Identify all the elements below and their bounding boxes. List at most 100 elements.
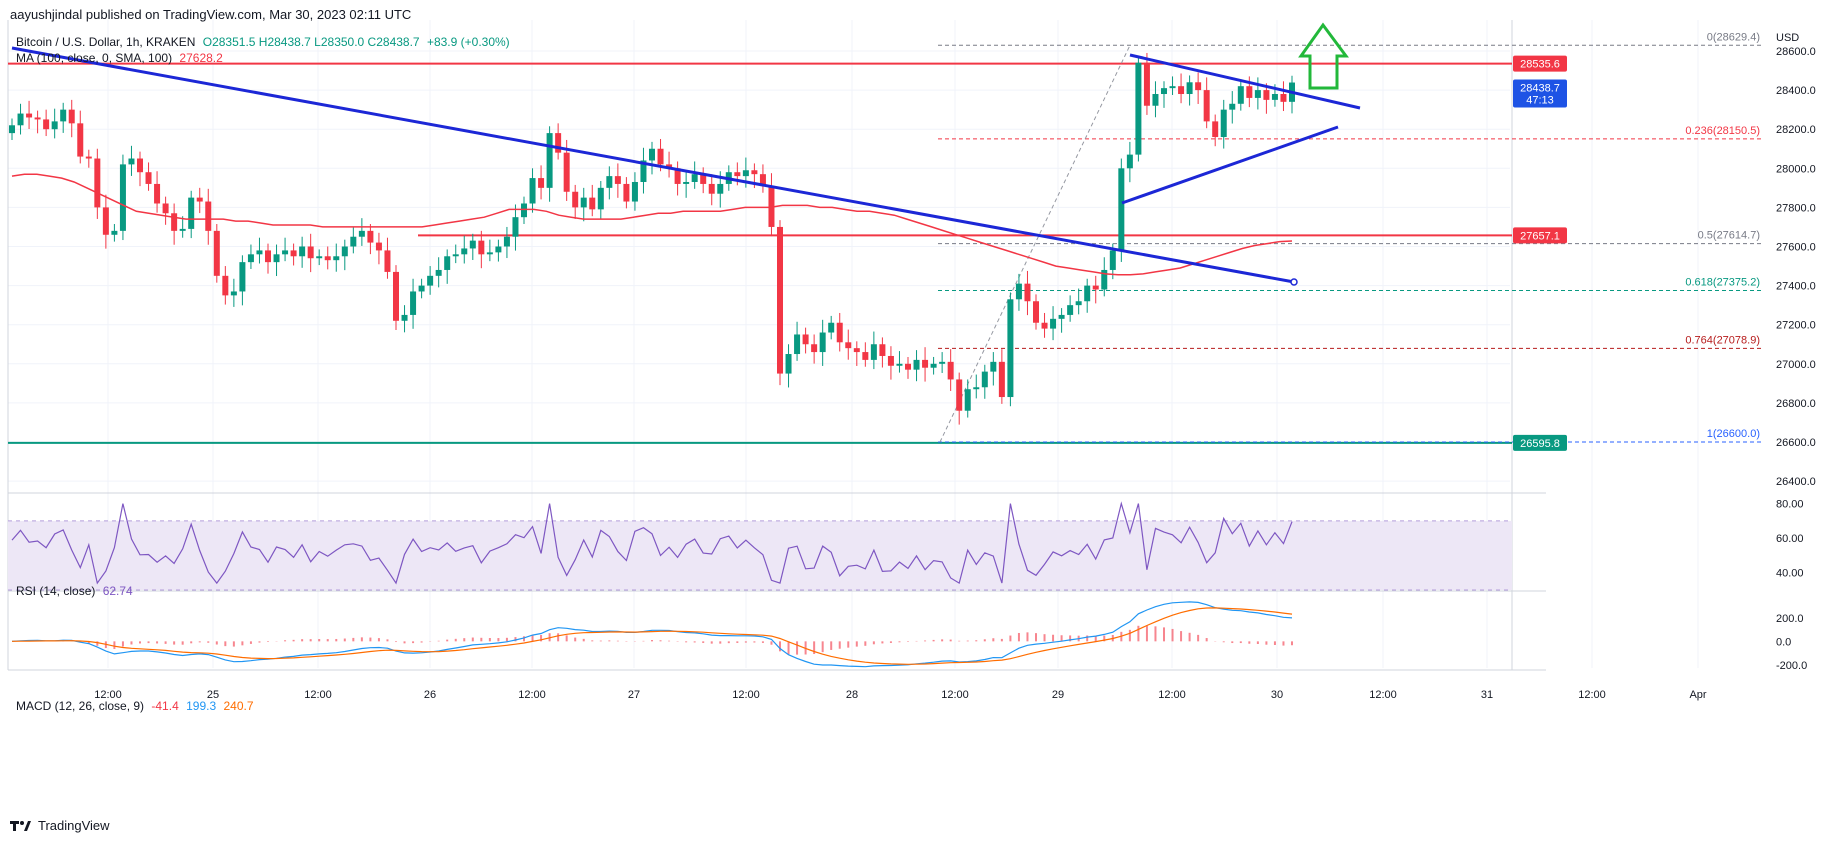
candle: [401, 305, 408, 333]
candle-body: [1067, 305, 1074, 315]
candle: [495, 239, 502, 262]
candle-body: [922, 359, 929, 368]
candle: [1178, 73, 1185, 104]
candle: [290, 243, 297, 266]
candle: [794, 321, 801, 361]
candle: [887, 346, 894, 380]
symbol-label[interactable]: Bitcoin / U.S. Dollar, 1h, KRAKEN: [16, 35, 196, 49]
candle-body: [410, 291, 417, 315]
candle: [188, 190, 195, 239]
candle-body: [947, 361, 954, 380]
candle-body: [375, 242, 382, 251]
rsi-label[interactable]: RSI (14, close): [16, 584, 96, 598]
candle: [154, 171, 161, 213]
fib-level-label: 0(28629.4): [1707, 31, 1760, 43]
candle: [683, 172, 690, 198]
candle: [1186, 75, 1193, 106]
candle-body: [1092, 285, 1099, 290]
candle: [768, 173, 775, 237]
candle-body: [222, 275, 229, 296]
candle: [546, 126, 553, 202]
candle: [828, 315, 835, 340]
fib-level-label: 0.764(27078.9): [1685, 334, 1760, 346]
candle: [1212, 114, 1219, 147]
footer-brand[interactable]: TradingView: [10, 818, 110, 833]
candle: [26, 100, 33, 130]
time-tick-label: 12:00: [304, 689, 332, 701]
price-badge-bg: [1513, 227, 1567, 244]
candle-body: [1246, 86, 1253, 98]
candle: [1143, 52, 1150, 115]
candle-body: [794, 334, 801, 355]
candle: [666, 151, 673, 178]
candle: [708, 174, 715, 206]
candle: [247, 244, 254, 269]
price-badge-countdown: 47:13: [1526, 95, 1554, 107]
candle-body: [102, 207, 109, 235]
candle: [964, 379, 971, 418]
candle: [1254, 77, 1261, 110]
candle-body: [1263, 90, 1270, 100]
candle-body: [230, 291, 237, 296]
candle: [1033, 294, 1039, 330]
candle: [34, 110, 41, 134]
candle-body: [469, 240, 476, 249]
candle: [614, 163, 621, 198]
candle: [435, 257, 442, 288]
candle-body: [1271, 94, 1278, 100]
bearish-trend-line: [11, 46, 1295, 284]
candle-body: [614, 176, 621, 184]
candle-body: [128, 158, 135, 165]
candle: [222, 266, 229, 305]
candle: [1195, 72, 1202, 104]
time-tick-label: 31: [1481, 689, 1493, 701]
time-tick-label: 30: [1271, 689, 1283, 701]
candle-body: [1007, 299, 1014, 398]
candle: [896, 351, 903, 373]
candle: [111, 224, 118, 242]
candle-body: [555, 133, 562, 153]
candle: [205, 188, 212, 245]
candle: [606, 166, 613, 200]
macd-tick-label: 0.0: [1776, 636, 1791, 648]
candle-body: [444, 256, 451, 270]
price-tick-label: 27000.0: [1776, 359, 1816, 371]
candle-body: [674, 168, 681, 184]
macd-line: [11, 601, 1293, 668]
candle-body: [734, 172, 741, 177]
candle-body: [435, 269, 442, 276]
candle: [1084, 278, 1091, 313]
candle: [870, 331, 877, 370]
ma-label[interactable]: MA (100, close, 0, SMA, 100): [16, 51, 173, 65]
price-tick-label: 26400.0: [1776, 476, 1816, 488]
candle-body: [777, 226, 783, 374]
candle: [853, 341, 860, 366]
candle: [171, 203, 178, 245]
candle: [119, 154, 126, 241]
candle-body: [845, 342, 852, 349]
candle: [1237, 79, 1244, 111]
candle: [213, 224, 220, 283]
candle-body: [887, 355, 894, 366]
macd-tick-label: 200.0: [1776, 613, 1804, 625]
macd-label[interactable]: MACD (12, 26, close, 9): [16, 699, 145, 713]
candle: [1152, 81, 1159, 118]
candle-body: [350, 236, 357, 247]
candle: [461, 235, 468, 264]
candle-body: [981, 371, 988, 388]
candle-body: [1024, 283, 1031, 302]
candle: [990, 352, 997, 386]
fib-level-label: 1(26600.0): [1707, 428, 1760, 440]
candle: [589, 184, 596, 217]
price-badge: 26595.8: [1513, 434, 1567, 451]
candle: [939, 352, 946, 373]
candle-body: [1237, 86, 1244, 104]
candle: [1118, 158, 1125, 262]
symbol-legend: Bitcoin / U.S. Dollar, 1h, KRAKEN O28351…: [16, 35, 514, 49]
candle: [94, 148, 101, 219]
candle: [956, 372, 963, 425]
candle-body: [247, 254, 254, 263]
candle: [529, 168, 536, 213]
candle-body: [1050, 318, 1057, 329]
candle-body: [452, 254, 459, 257]
